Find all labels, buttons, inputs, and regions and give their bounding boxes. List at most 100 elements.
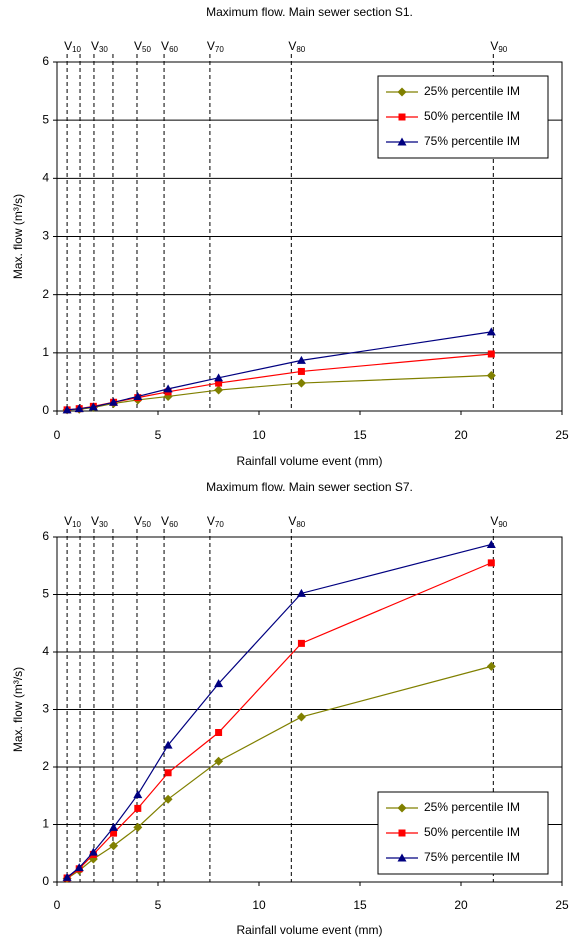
threshold-label-sub: 90: [498, 45, 507, 54]
marker: [486, 539, 496, 548]
threshold-label-main: V: [288, 514, 296, 528]
threshold-label-sub: 30: [99, 520, 108, 529]
marker: [296, 712, 306, 722]
y-tick-label: 3: [42, 229, 49, 243]
y-tick-label: 2: [42, 759, 49, 773]
y-tick-label: 3: [42, 702, 49, 716]
marker: [486, 371, 496, 381]
marker: [297, 639, 305, 647]
threshold-label-sub: 60: [169, 45, 178, 54]
threshold-label-main: V: [207, 514, 215, 528]
x-tick-label: 20: [454, 898, 468, 912]
marker: [297, 367, 305, 375]
marker: [486, 661, 496, 671]
marker: [88, 402, 98, 411]
threshold-label-main: V: [161, 39, 169, 53]
marker: [133, 790, 143, 799]
marker: [164, 769, 172, 777]
series-line: [67, 331, 492, 411]
threshold-label-main: V: [490, 39, 498, 53]
threshold-label: V80: [288, 39, 305, 54]
threshold-label-main: V: [91, 39, 99, 53]
y-tick-label: 2: [42, 287, 49, 301]
x-tick-label: 5: [155, 428, 162, 442]
x-tick-label: 10: [252, 898, 266, 912]
y-axis-label: Max. flow (m³/s): [11, 194, 25, 279]
chart-title: Maximum flow. Main sewer section S1.: [206, 5, 413, 19]
marker: [397, 803, 407, 813]
marker: [110, 829, 118, 837]
marker: [133, 822, 143, 832]
marker: [487, 559, 495, 567]
threshold-label-main: V: [64, 514, 72, 528]
threshold-label-main: V: [490, 514, 498, 528]
y-tick-label: 6: [42, 54, 49, 68]
threshold-label-main: V: [134, 514, 142, 528]
marker: [133, 391, 143, 400]
marker: [486, 327, 496, 336]
threshold-label-sub: 70: [215, 520, 224, 529]
x-tick-label: 20: [454, 428, 468, 442]
y-tick-label: 6: [42, 529, 49, 543]
threshold-label: V10: [64, 514, 81, 529]
marker: [88, 847, 98, 856]
marker: [215, 729, 223, 736]
y-axis-label: Max. flow (m³/s): [11, 667, 25, 752]
legend-label: 25% percentile IM: [424, 800, 520, 814]
threshold-label-sub: 80: [296, 45, 305, 54]
threshold-label-main: V: [134, 39, 142, 53]
marker: [163, 740, 173, 749]
threshold-label-sub: 90: [498, 520, 507, 529]
marker: [398, 113, 406, 121]
threshold-label: V10: [64, 39, 81, 54]
threshold-label-main: V: [288, 39, 296, 53]
x-tick-label: 25: [555, 428, 569, 442]
threshold-label-sub: 60: [169, 520, 178, 529]
threshold-label-main: V: [161, 514, 169, 528]
marker: [163, 794, 173, 804]
marker: [296, 588, 306, 597]
x-tick-label: 25: [555, 898, 569, 912]
threshold-label-main: V: [91, 514, 99, 528]
legend-label: 75% percentile IM: [424, 850, 520, 864]
threshold-label-main: V: [207, 39, 215, 53]
x-tick-label: 0: [54, 428, 61, 442]
marker: [214, 679, 224, 688]
marker: [215, 379, 223, 387]
marker: [397, 87, 407, 97]
y-tick-label: 1: [42, 345, 49, 359]
marker: [62, 872, 72, 881]
threshold-label-sub: 70: [215, 45, 224, 54]
x-tick-label: 15: [353, 428, 367, 442]
threshold-label: V30: [91, 514, 108, 529]
threshold-label-main: V: [64, 39, 72, 53]
y-tick-label: 4: [42, 171, 49, 185]
marker: [62, 405, 72, 414]
threshold-label: V90: [490, 39, 507, 54]
threshold-label: V30: [91, 39, 108, 54]
chart-title: Maximum flow. Main sewer section S7.: [206, 480, 413, 494]
marker: [214, 373, 224, 382]
legend-label: 25% percentile IM: [424, 84, 520, 98]
threshold-label: V70: [207, 514, 224, 529]
threshold-label-sub: 50: [142, 520, 151, 529]
threshold-label-sub: 30: [99, 45, 108, 54]
marker: [109, 397, 119, 406]
x-tick-label: 10: [252, 428, 266, 442]
threshold-label: V60: [161, 39, 178, 54]
y-tick-label: 4: [42, 644, 49, 658]
marker: [397, 853, 407, 862]
marker: [397, 137, 407, 146]
y-tick-label: 5: [42, 587, 49, 601]
y-tick-label: 0: [42, 403, 49, 417]
marker: [487, 350, 495, 358]
threshold-label: V50: [134, 514, 151, 529]
marker: [134, 804, 142, 812]
threshold-label-sub: 80: [296, 520, 305, 529]
marker: [296, 355, 306, 364]
marker: [109, 841, 119, 851]
threshold-label-sub: 10: [72, 45, 81, 54]
marker: [74, 863, 84, 872]
marker: [74, 404, 84, 413]
threshold-label: V90: [490, 514, 507, 529]
